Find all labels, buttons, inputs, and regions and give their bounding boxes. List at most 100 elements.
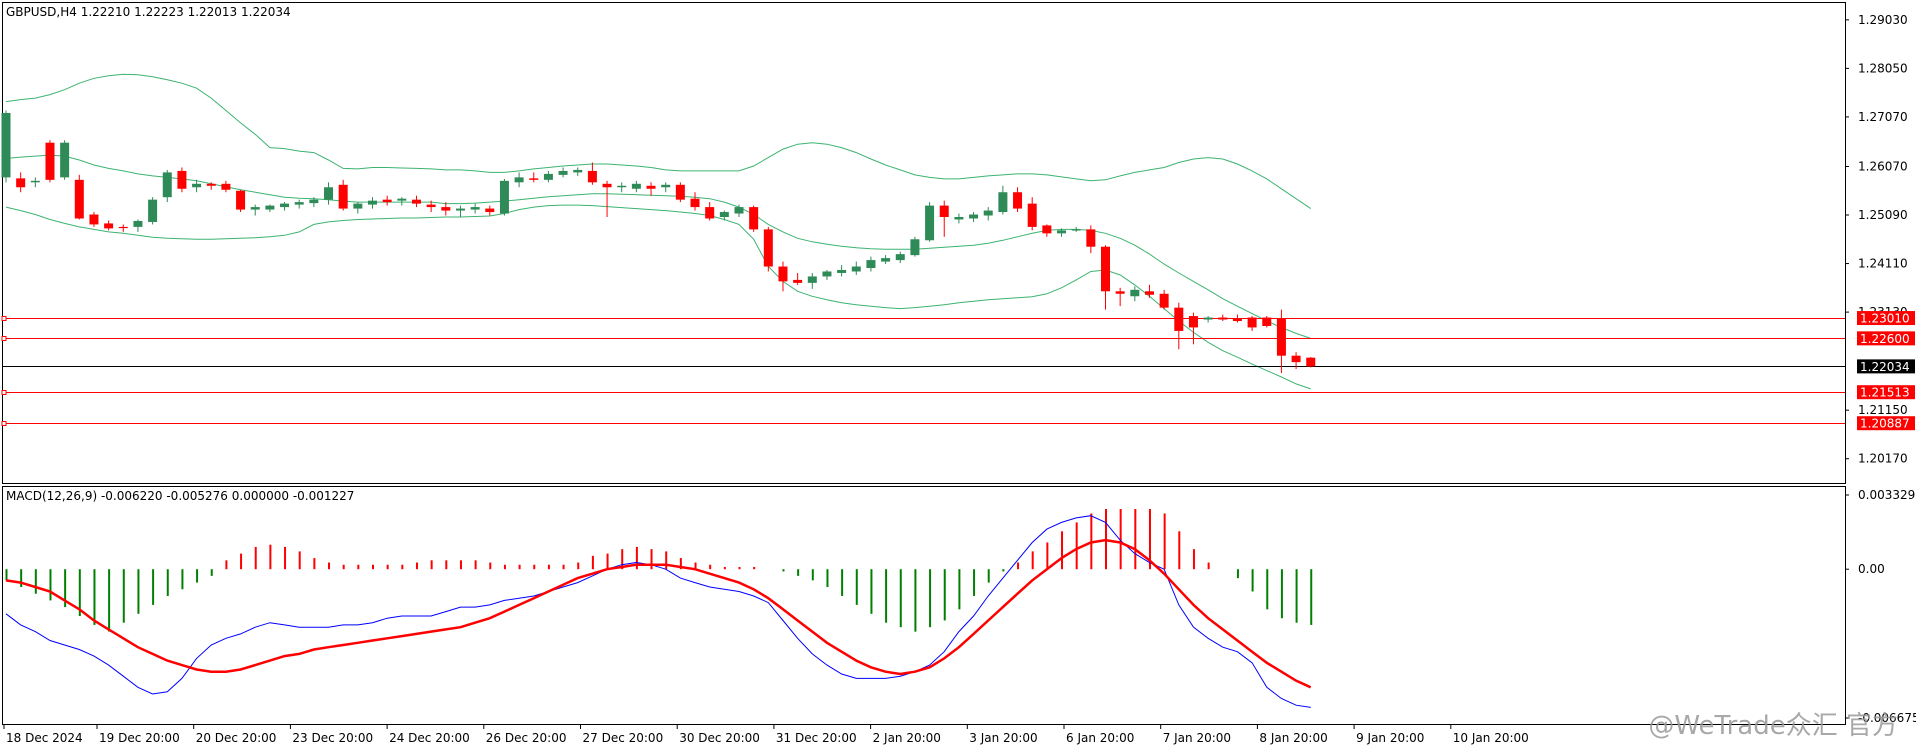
time-tick-label: 26 Dec 20:00 [486, 731, 567, 745]
candle-bull [631, 183, 641, 189]
price-tick-label: 1.24110 [1858, 257, 1908, 271]
level-handle[interactable] [1, 390, 7, 395]
candle-bull [543, 173, 553, 180]
candle-bull [617, 185, 627, 188]
level-price-tag: 1.22600 [1860, 332, 1910, 346]
candle-bull [998, 192, 1008, 213]
candle-bull [573, 169, 583, 173]
candle-bull [895, 254, 905, 261]
candle-bear [1159, 293, 1169, 308]
level-price-tag-bg [1857, 331, 1915, 346]
candle-bear [236, 190, 246, 210]
candle-bear [221, 183, 231, 190]
candle-bear [1291, 355, 1301, 363]
candle-bull [280, 203, 290, 208]
level-handle[interactable] [1, 421, 7, 426]
candle-bull [1, 112, 11, 178]
candle-bear [206, 183, 216, 186]
candle-bear [1101, 246, 1110, 292]
level-price-tag-bg [1857, 416, 1915, 431]
level-price-tag: 1.20887 [1860, 417, 1910, 431]
symbol-info: GBPUSD,H4 1.22210 1.22223 1.22013 1.2203… [6, 5, 291, 19]
bollinger-bands [5, 73, 1311, 390]
price-tick-label: 1.20170 [1858, 452, 1908, 466]
price-tick-label: 1.29030 [1858, 13, 1908, 27]
main-panel-frame [2, 2, 1846, 484]
candle-bull [148, 199, 158, 222]
candle-bull [851, 266, 861, 272]
candle-bear [749, 207, 759, 230]
level-handle[interactable] [1, 336, 7, 341]
candle-bear [89, 214, 99, 225]
candle-bear [705, 207, 715, 219]
candle-bull [734, 207, 744, 214]
candle-bear [690, 198, 700, 208]
candle-bear [45, 142, 55, 180]
macd-tick-label: 0.00 [1858, 562, 1885, 576]
candle-bear [602, 183, 612, 188]
candle-bull [455, 208, 465, 211]
candle-bear [1218, 317, 1228, 320]
candle-bear [778, 266, 788, 282]
watermark: @WeTrade众汇 官方 [1648, 711, 1898, 741]
candle-bear [1188, 316, 1198, 328]
candle-bull [1057, 230, 1067, 234]
candle-bear [1042, 225, 1052, 234]
candle-bull [1071, 229, 1081, 231]
macd-axis: 0.003329 0.00 -0.006675 [1845, 488, 1916, 725]
time-axis: 18 Dec 2024 19 Dec 20:00 20 Dec 20:00 23 De… [3, 724, 1529, 745]
macd-main-line [5, 515, 1311, 708]
bollinger-middle-line [5, 154, 1311, 339]
candle-bear [529, 178, 539, 180]
macd-tick-label: 0.003329 [1858, 488, 1915, 502]
current-price-tag: 1.22034 [1860, 360, 1910, 374]
time-tick-label: 10 Jan 20:00 [1453, 731, 1529, 745]
candle-bull [324, 187, 334, 200]
candle-bull [661, 184, 671, 188]
candle-bull [558, 170, 568, 175]
macd-panel-frame [2, 486, 1846, 725]
candle-bull [969, 214, 979, 219]
candle-bear [1115, 291, 1125, 294]
level-handle[interactable] [1, 316, 7, 321]
horizontal-levels[interactable] [1, 316, 1845, 426]
candle-bull [881, 258, 891, 262]
candle-bear [485, 208, 495, 213]
macd-histogram [5, 509, 1313, 632]
price-tick-label: 1.21150 [1858, 403, 1908, 417]
candle-bull [954, 216, 964, 220]
price-tick-label: 1.25090 [1858, 208, 1908, 222]
time-tick-label: 8 Jan 20:00 [1259, 731, 1327, 745]
bollinger-upper-line [5, 73, 1311, 210]
time-tick-label: 19 Dec 20:00 [99, 731, 180, 745]
candle-bull [250, 207, 260, 210]
candle-bear [118, 226, 128, 229]
candle-bull [30, 180, 40, 183]
time-tick-label: 6 Jan 20:00 [1066, 731, 1134, 745]
candle-bull [397, 198, 407, 201]
price-tick-label: 1.28050 [1858, 61, 1908, 75]
macd-tick-label: -0.006675 [1858, 711, 1916, 725]
current-price-tag-bg [1857, 359, 1915, 374]
candle-bull [470, 207, 480, 210]
candle-bear [763, 229, 773, 267]
candle-bull [60, 142, 70, 178]
price-axis: 1.29030 1.28050 1.27070 1.26070 1.25090 1.241… [1845, 13, 1908, 466]
candle-bull [514, 177, 524, 183]
candle-bear [675, 184, 685, 200]
bollinger-lower-line [5, 204, 1311, 390]
time-tick-label: 20 Dec 20:00 [196, 731, 277, 745]
candle-bull [719, 212, 729, 217]
candle-bear [426, 204, 436, 208]
time-tick-label: 18 Dec 2024 [6, 731, 83, 745]
time-tick-label: 23 Dec 20:00 [292, 731, 373, 745]
candle-bull [192, 183, 202, 188]
candle-bull [133, 220, 143, 227]
candle-bear [411, 199, 421, 204]
candle-bear [177, 170, 187, 189]
candle-bull [866, 260, 876, 269]
candle-bull [309, 199, 319, 204]
candle-bull [822, 271, 832, 277]
